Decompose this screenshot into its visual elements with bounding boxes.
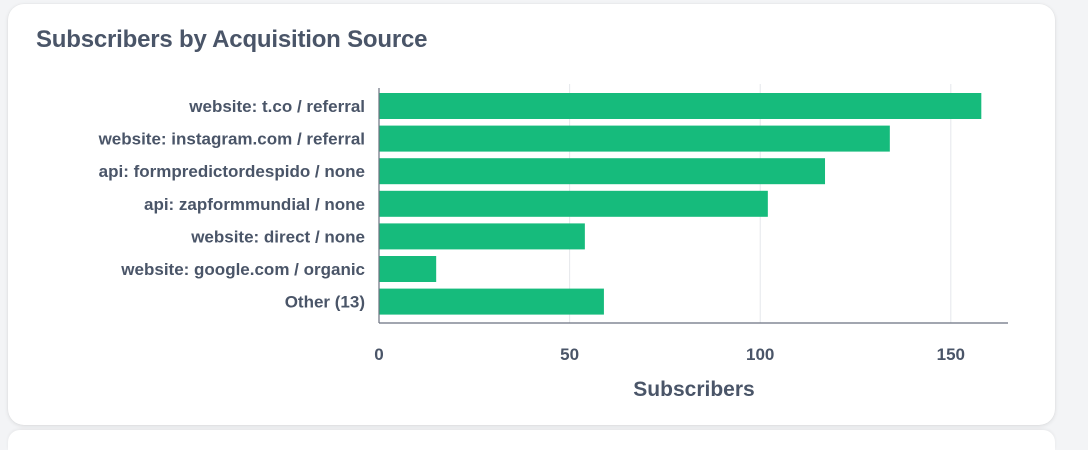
bar bbox=[379, 190, 768, 217]
x-tick-label: 0 bbox=[374, 345, 383, 364]
bar bbox=[379, 158, 826, 185]
y-category-label: Other (13) bbox=[285, 293, 365, 312]
y-category-label: website: google.com / organic bbox=[120, 260, 365, 279]
chart-card: Subscribers by Acquisition Source 0 50 100… bbox=[8, 4, 1055, 425]
y-category-label: api: zapformmundial / none bbox=[144, 195, 365, 214]
next-card-edge bbox=[8, 430, 1055, 450]
x-tick-label: 50 bbox=[560, 345, 579, 364]
bar bbox=[379, 256, 437, 282]
y-category-label: website: t.co / referral bbox=[188, 97, 365, 116]
x-axis-title: Subscribers bbox=[633, 378, 754, 401]
bar bbox=[379, 125, 890, 152]
bar bbox=[379, 93, 982, 119]
chart-title: Subscribers by Acquisition Source bbox=[36, 26, 428, 53]
bar bbox=[379, 288, 604, 315]
y-category-label: website: direct / none bbox=[190, 227, 365, 246]
bar bbox=[379, 223, 585, 250]
x-tick-label: 100 bbox=[746, 345, 774, 364]
x-tick-label: 150 bbox=[937, 345, 965, 364]
y-category-label: api: formpredictordespido / none bbox=[99, 162, 365, 181]
y-category-label: website: instagram.com / referral bbox=[98, 130, 365, 149]
bar-chart: 0 50 100 150 website: t.co / referral website… bbox=[98, 84, 1008, 401]
